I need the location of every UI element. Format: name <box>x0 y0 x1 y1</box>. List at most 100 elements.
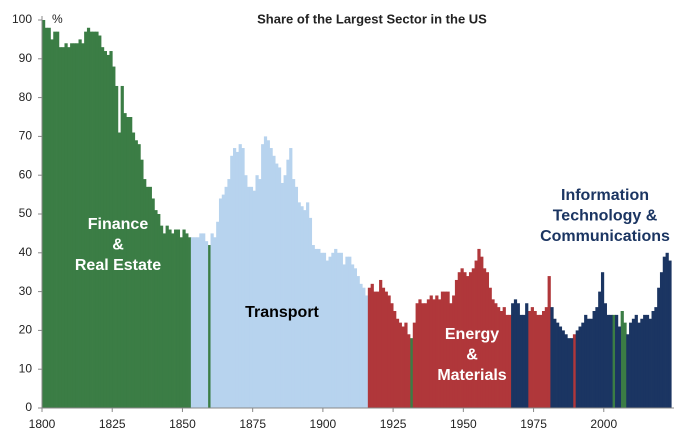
bar <box>300 206 304 408</box>
bar <box>485 272 490 408</box>
bar <box>303 210 307 408</box>
bar <box>482 268 487 408</box>
bar <box>443 291 447 408</box>
bar <box>81 43 85 408</box>
bar <box>381 287 386 408</box>
bar <box>643 314 647 408</box>
bar <box>120 85 124 409</box>
bar <box>477 248 481 408</box>
bar <box>159 225 164 408</box>
bar <box>612 314 616 408</box>
bar <box>387 295 391 408</box>
bar <box>609 314 613 408</box>
bar <box>134 140 138 408</box>
series-label: Materials <box>437 367 506 384</box>
bar <box>328 256 332 408</box>
bar <box>145 186 150 408</box>
bar <box>395 318 400 408</box>
bar <box>148 186 152 408</box>
bar <box>533 311 537 408</box>
series-label: & <box>112 237 124 254</box>
bar <box>157 214 161 408</box>
bar <box>474 260 478 408</box>
bar <box>488 287 492 408</box>
bar <box>283 175 287 408</box>
bar <box>584 314 588 408</box>
bar <box>376 291 380 408</box>
bar <box>70 43 74 408</box>
bar <box>221 194 225 408</box>
bar <box>317 248 321 408</box>
y-tick-label: 20 <box>19 323 33 337</box>
bar <box>84 31 88 408</box>
bar <box>176 229 181 408</box>
bar <box>182 229 186 408</box>
bar <box>140 159 144 408</box>
bar <box>342 264 346 408</box>
bar <box>306 202 310 408</box>
bar <box>241 148 245 409</box>
bar <box>345 256 349 408</box>
bar <box>494 303 498 408</box>
bar <box>42 20 46 408</box>
bar <box>499 311 504 408</box>
bar <box>446 291 450 408</box>
bar <box>454 279 459 408</box>
bar <box>648 318 652 408</box>
bar <box>129 117 133 408</box>
series-label: Energy <box>445 326 499 343</box>
bar <box>471 268 475 408</box>
bar <box>210 233 214 408</box>
bar <box>311 245 315 408</box>
bar <box>196 237 200 408</box>
bar <box>350 264 355 408</box>
bar <box>199 233 203 408</box>
bar <box>620 311 624 408</box>
bar <box>280 182 284 408</box>
bar <box>314 248 318 408</box>
bar <box>207 245 211 408</box>
bar <box>322 252 327 408</box>
y-tick-label: 60 <box>19 167 33 181</box>
y-tick-label: 0 <box>25 400 32 414</box>
bar <box>308 217 313 408</box>
x-tick-label: 2000 <box>590 417 617 431</box>
series-label: Information <box>561 187 649 204</box>
bar <box>468 272 473 408</box>
bar <box>516 303 520 408</box>
bar <box>654 307 658 408</box>
y-tick-label: 80 <box>19 90 33 104</box>
bar <box>558 326 563 408</box>
bar <box>556 322 560 408</box>
bar <box>438 299 442 408</box>
bar <box>67 47 71 408</box>
bar <box>626 334 630 408</box>
bar <box>339 252 343 408</box>
bar <box>261 144 265 408</box>
bar <box>224 186 228 408</box>
bar <box>539 314 543 408</box>
bar <box>421 303 425 408</box>
bar <box>165 225 169 408</box>
bar <box>466 276 470 408</box>
x-tick-label: 1825 <box>99 417 126 431</box>
bar <box>53 31 57 408</box>
bar <box>429 295 433 408</box>
bar <box>553 318 557 408</box>
bar <box>617 326 622 408</box>
bar <box>435 295 439 408</box>
bar <box>244 175 248 408</box>
bar <box>61 47 65 408</box>
bar <box>544 307 548 408</box>
bar <box>86 27 91 408</box>
bar <box>440 291 445 408</box>
bar <box>272 155 276 408</box>
bar <box>393 311 397 408</box>
bar <box>218 198 223 408</box>
bar <box>359 283 363 408</box>
bar <box>497 307 501 408</box>
y-tick-label: 100 <box>12 12 32 26</box>
bar <box>640 318 644 408</box>
bar <box>662 256 666 408</box>
